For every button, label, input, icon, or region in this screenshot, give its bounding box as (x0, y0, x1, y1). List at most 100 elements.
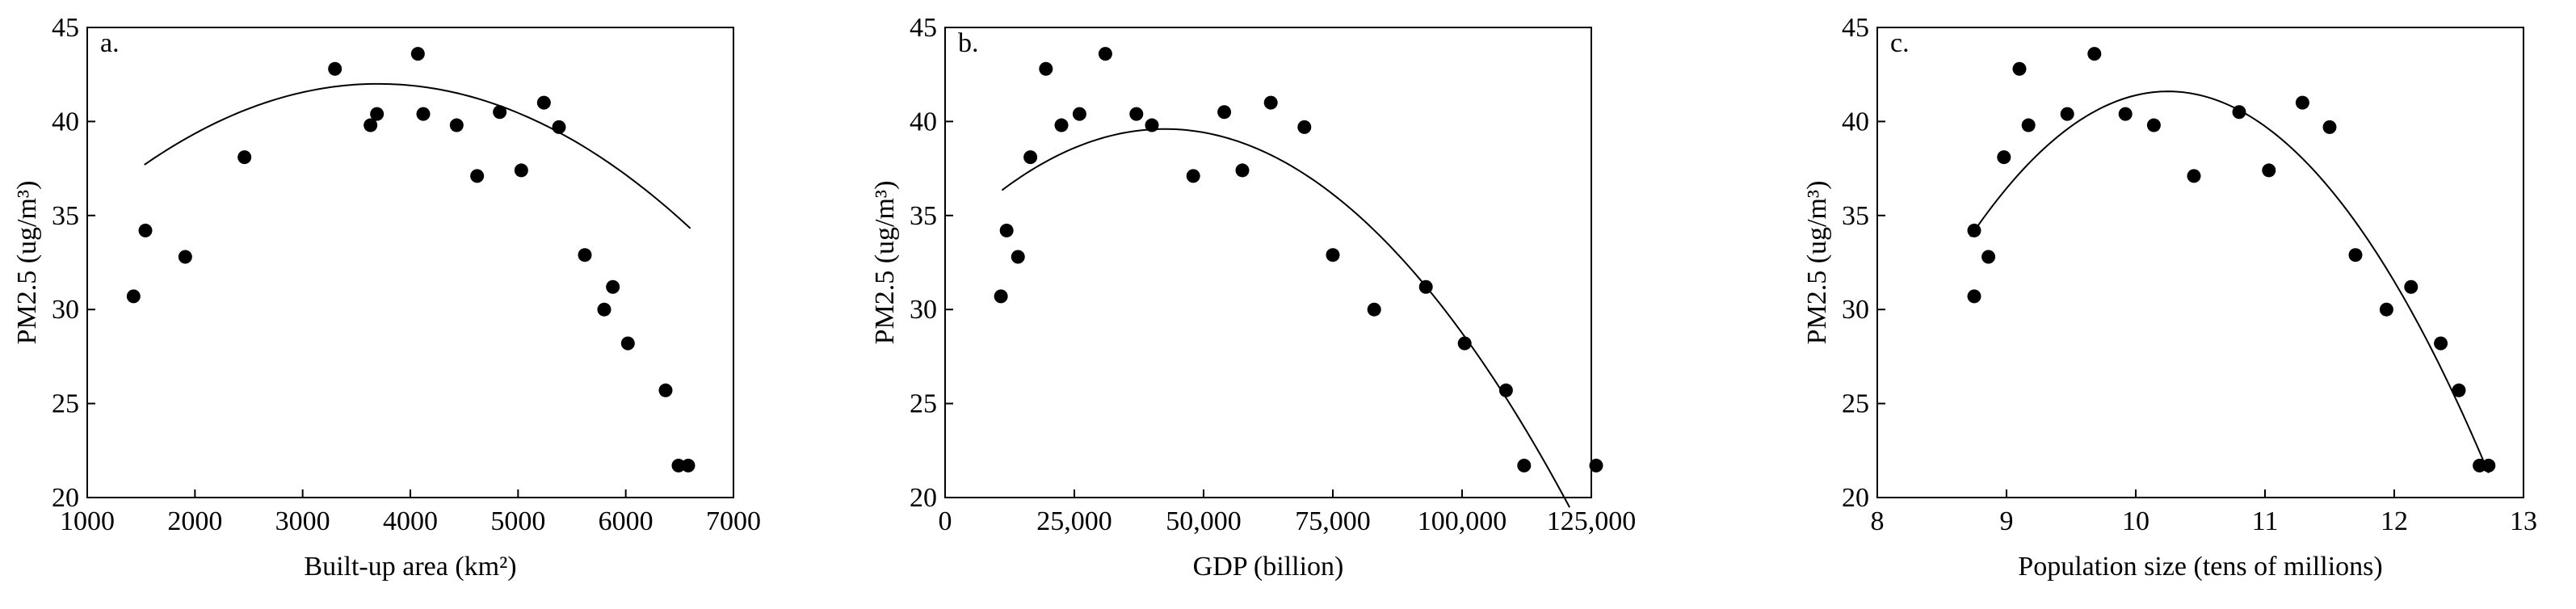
data-point (237, 150, 252, 165)
data-point (410, 47, 425, 61)
data-point (536, 95, 551, 110)
data-point (2021, 118, 2036, 132)
y-tick-label: 40 (52, 107, 79, 136)
data-point (1517, 458, 1532, 472)
x-tick-label: 100,000 (1418, 506, 1507, 536)
x-tick-label: 75,000 (1295, 506, 1371, 536)
x-tick-label: 50,000 (1166, 506, 1242, 536)
y-tick-label: 25 (1842, 389, 1869, 419)
x-tick-label: 12 (2381, 506, 2408, 536)
data-point (1589, 458, 1603, 472)
data-point (470, 169, 485, 183)
data-point (1023, 150, 1038, 165)
x-tick-label: 1000 (60, 506, 115, 536)
y-tick-label: 20 (1842, 483, 1869, 513)
data-point (578, 248, 592, 262)
data-point (2118, 107, 2133, 121)
data-point (514, 163, 528, 178)
y-tick-label: 25 (52, 389, 79, 419)
plot-frame (944, 27, 1592, 498)
data-point (1039, 61, 1053, 76)
x-axis-label: Population size (tens of millions) (2018, 552, 2382, 582)
chart-panel-2: 0 25,000 50,000 75,000 100,000 125,000 20 25 30 3… (870, 13, 1636, 582)
x-axis-label: GDP (billion) (1193, 552, 1344, 582)
y-tick-label: 20 (52, 483, 79, 513)
data-point (1072, 107, 1086, 121)
data-point (2404, 279, 2418, 294)
y-tick-label: 35 (910, 201, 937, 231)
y-tick-label: 35 (1842, 201, 1869, 231)
data-point (370, 107, 385, 121)
data-point (1217, 105, 1232, 120)
data-point (1186, 169, 1200, 183)
y-tick-label: 20 (910, 483, 937, 513)
x-tick-label: 6000 (599, 506, 653, 536)
data-point (2434, 336, 2448, 351)
data-point (620, 336, 635, 351)
y-tick-label: 30 (1842, 295, 1869, 325)
y-tick-label: 45 (910, 13, 937, 43)
data-point (1418, 279, 1433, 294)
data-point (1235, 163, 1250, 178)
data-point (2060, 107, 2074, 121)
y-axis-label: PM2.5 (ug/m³) (870, 181, 900, 345)
data-point (1098, 47, 1112, 61)
y-tick-label: 30 (52, 295, 79, 325)
data-point (2322, 120, 2337, 134)
x-tick-label: 25,000 (1036, 506, 1112, 536)
data-point (2348, 248, 2363, 262)
data-point (1967, 289, 1981, 304)
panel-label: c. (1890, 28, 1910, 58)
x-axis-label: Built-up area (km²) (304, 552, 516, 582)
data-point (1054, 118, 1069, 132)
x-tick-label: 4000 (383, 506, 438, 536)
x-tick-label: 8 (1871, 506, 1885, 536)
data-point (2146, 118, 2161, 132)
y-tick-label: 35 (52, 201, 79, 231)
x-tick-label: 13 (2510, 506, 2537, 536)
data-point (671, 458, 686, 472)
data-point (126, 289, 141, 304)
y-tick-label: 25 (910, 389, 937, 419)
x-tick-label: 7000 (706, 506, 761, 536)
y-axis-label: PM2.5 (ug/m³) (12, 181, 42, 345)
data-point (1981, 250, 1996, 264)
y-tick-label: 40 (1842, 107, 1869, 136)
x-tick-label: 2000 (167, 506, 222, 536)
data-point (328, 61, 342, 76)
x-tick-label: 5000 (490, 506, 545, 536)
data-point (178, 250, 192, 264)
data-point (2232, 105, 2246, 120)
data-point (994, 289, 1008, 304)
x-tick-label: 9 (2000, 506, 2014, 536)
chart-panel-1: 1000 2000 3000 4000 5000 6000 7000 20 25 30 35 40 45… (12, 13, 761, 582)
plot-frame (1876, 27, 2524, 498)
y-tick-label: 30 (910, 295, 937, 325)
data-point (597, 302, 611, 317)
data-point (552, 120, 566, 134)
x-tick-label: 3000 (275, 506, 330, 536)
x-tick-label: 0 (939, 506, 952, 536)
data-point (606, 279, 620, 294)
data-point (1997, 150, 2011, 165)
fit-curve (144, 82, 691, 229)
data-point (2481, 458, 2496, 472)
data-point (1263, 95, 1278, 110)
data-point (138, 223, 153, 237)
fit-curve (1969, 90, 2490, 474)
y-axis-label: PM2.5 (ug/m³) (1802, 181, 1832, 345)
data-point (2295, 95, 2309, 110)
data-point (2187, 169, 2201, 183)
chart-panel-3: 8 9 10 11 12 13 20 25 30 35 40 45 Population size (t… (1802, 13, 2537, 582)
data-point (999, 223, 1014, 237)
y-tick-label: 45 (1842, 13, 1869, 43)
data-point (2379, 302, 2393, 317)
y-tick-label: 40 (910, 107, 937, 136)
panel-label: b. (958, 28, 979, 58)
data-point (2262, 163, 2276, 178)
data-point (1129, 107, 1144, 121)
data-point (1145, 118, 1159, 132)
data-point (1326, 248, 1340, 262)
data-point (681, 458, 695, 472)
